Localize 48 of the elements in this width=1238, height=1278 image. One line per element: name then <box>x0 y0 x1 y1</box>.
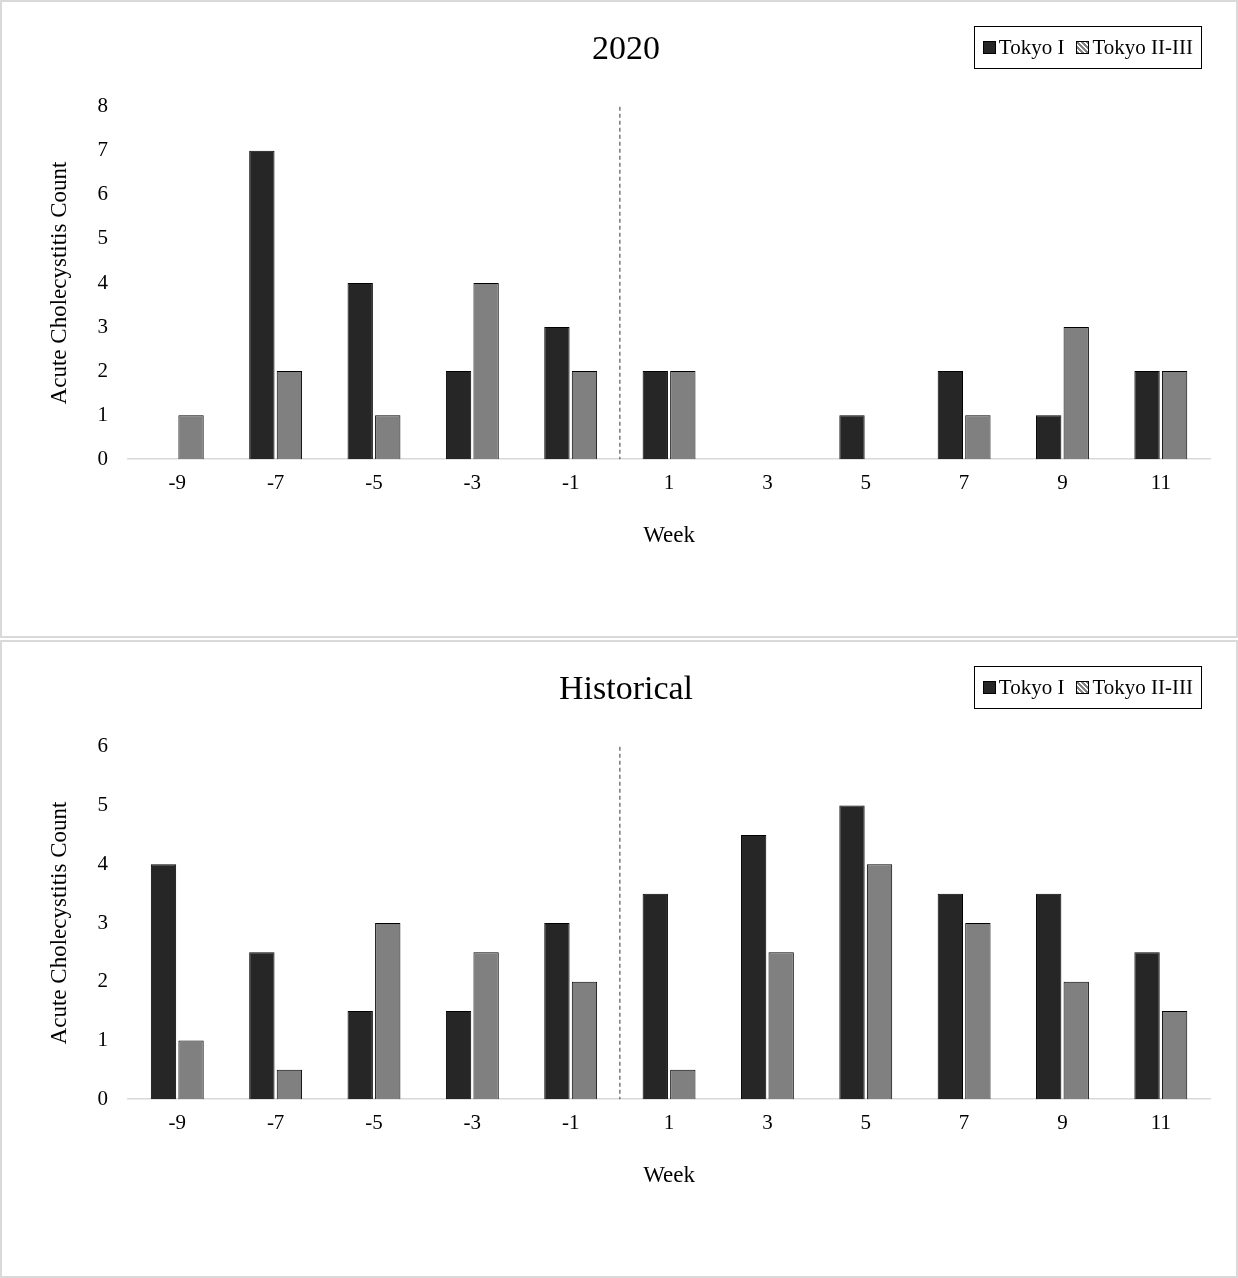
y-tick-label: 4 <box>97 850 109 875</box>
x-tick-label: -9 <box>168 1110 187 1135</box>
y-tick-label: 6 <box>97 733 109 758</box>
y-tick-label: 0 <box>97 445 109 470</box>
x-tick-label: -3 <box>463 470 482 495</box>
x-tick-label: 5 <box>860 470 872 495</box>
y-tick-label: 4 <box>97 269 109 294</box>
legend-label: Tokyo I <box>998 675 1065 700</box>
x-tick-label: 1 <box>663 470 675 495</box>
legend-label: Tokyo II-III <box>1092 35 1193 60</box>
x-tick-label: -7 <box>266 470 285 495</box>
x-tick-label: -9 <box>168 470 187 495</box>
x-tick-label: 1 <box>663 1110 675 1135</box>
x-tick-label: -1 <box>561 470 580 495</box>
y-tick-label: 1 <box>97 401 109 426</box>
x-tick-label: 3 <box>762 1110 773 1135</box>
x-tick-label: 9 <box>1057 470 1068 495</box>
x-tick-label: 5 <box>860 1110 872 1135</box>
x-tick-label: 7 <box>958 1110 970 1135</box>
y-tick-label: 5 <box>97 792 109 817</box>
y-axis-title: Acute Cholecystitis Count <box>45 161 71 405</box>
y-tick-label: 2 <box>97 357 109 382</box>
y-tick-label: 1 <box>97 1026 109 1051</box>
x-tick-label: -5 <box>365 470 383 495</box>
x-tick-label: 3 <box>762 470 773 495</box>
x-axis-title: Week <box>643 522 696 548</box>
x-tick-label: -5 <box>365 1110 383 1135</box>
x-tick-label: 9 <box>1057 1110 1068 1135</box>
y-tick-label: 3 <box>97 909 109 934</box>
y-tick-label: 0 <box>97 1085 109 1110</box>
legend-label: Tokyo I <box>998 35 1065 60</box>
x-tick-label: 7 <box>958 470 970 495</box>
x-tick-label: 11 <box>1150 1110 1171 1135</box>
legend-label: Tokyo II-III <box>1092 675 1193 700</box>
x-tick-label: -7 <box>266 1110 285 1135</box>
y-tick-label: 5 <box>97 225 109 250</box>
y-axis-title: Acute Cholecystitis Count <box>45 801 71 1045</box>
y-tick-label: 7 <box>97 137 109 162</box>
chart-title: Historical <box>558 669 694 707</box>
y-tick-label: 2 <box>97 968 109 993</box>
y-tick-label: 6 <box>97 181 109 206</box>
x-tick-label: 11 <box>1150 470 1171 495</box>
chart-title: 2020 <box>592 29 660 67</box>
y-tick-label: 3 <box>97 313 109 338</box>
y-tick-label: 8 <box>97 93 109 118</box>
x-tick-label: -1 <box>561 1110 580 1135</box>
x-tick-label: -3 <box>463 1110 482 1135</box>
x-axis-title: Week <box>643 1162 696 1188</box>
